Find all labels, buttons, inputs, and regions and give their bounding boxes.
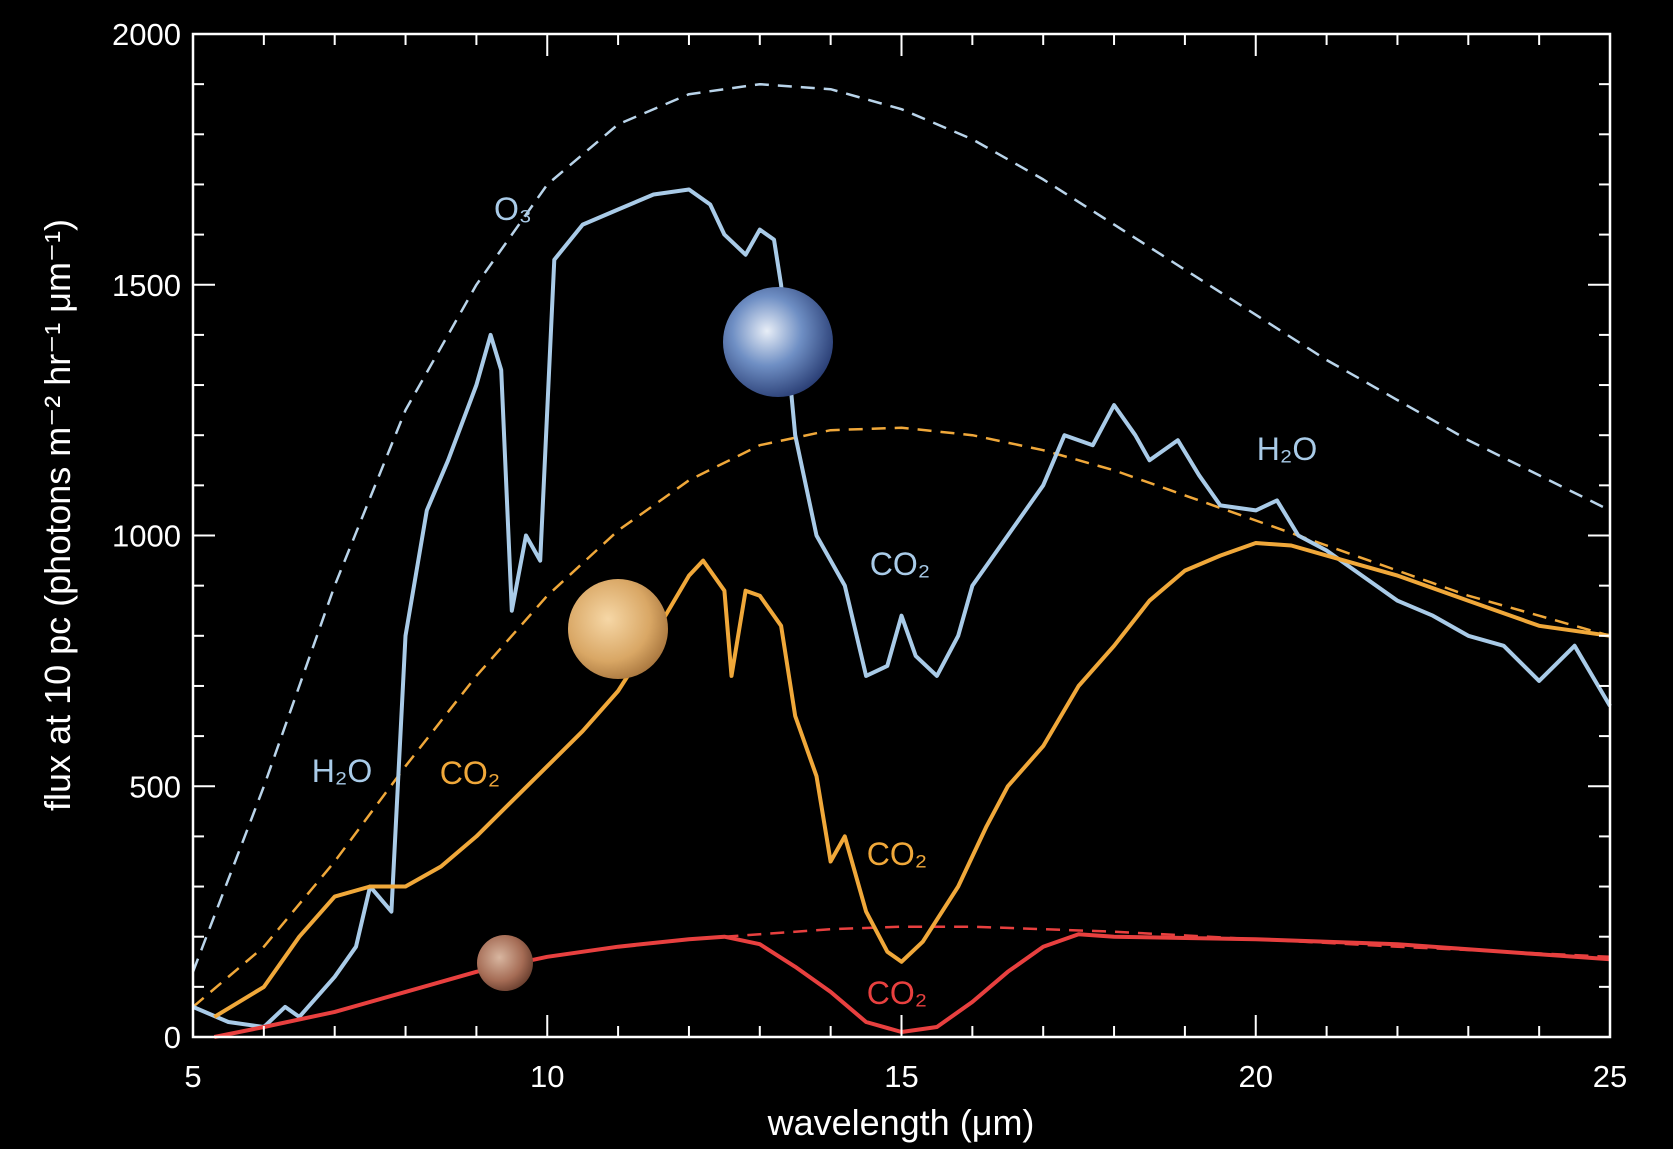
- y-tick-label: 1500: [112, 268, 181, 303]
- earth-image: [723, 287, 833, 397]
- x-tick-label: 15: [884, 1059, 918, 1094]
- x-tick-label: 20: [1239, 1059, 1273, 1094]
- venus-image: [568, 579, 668, 679]
- annotation: CO₂: [867, 836, 927, 872]
- annotation: CO₂: [867, 975, 927, 1011]
- blackbody-curve: [191, 82, 1611, 973]
- y-tick-label: 500: [129, 769, 181, 804]
- annotation: H₂O: [312, 753, 372, 789]
- annotation: O₃: [494, 191, 532, 227]
- spectrum-line: [213, 932, 1611, 1039]
- annotation: CO₂: [870, 546, 930, 582]
- x-tick-label: 10: [530, 1059, 564, 1094]
- x-tick-label: 25: [1593, 1059, 1627, 1094]
- mars-image: [477, 935, 533, 991]
- blackbody-curve: [724, 925, 1611, 959]
- x-tick-label: 5: [184, 1059, 201, 1094]
- spectrum-line: [213, 541, 1611, 1019]
- y-tick-label: 0: [164, 1020, 181, 1055]
- annotation: H₂O: [1257, 431, 1317, 467]
- y-tick-label: 2000: [112, 17, 181, 52]
- planet-images: [477, 287, 833, 991]
- blackbody-curve: [192, 426, 1611, 1008]
- x-axis-label: wavelength (μm): [767, 1102, 1035, 1143]
- y-axis-label: flux at 10 pc (photons m⁻² hr⁻¹ μm⁻¹): [37, 219, 78, 811]
- annotation: CO₂: [440, 755, 500, 791]
- spectrum-line: [192, 187, 1612, 1029]
- y-tick-label: 1000: [112, 519, 181, 554]
